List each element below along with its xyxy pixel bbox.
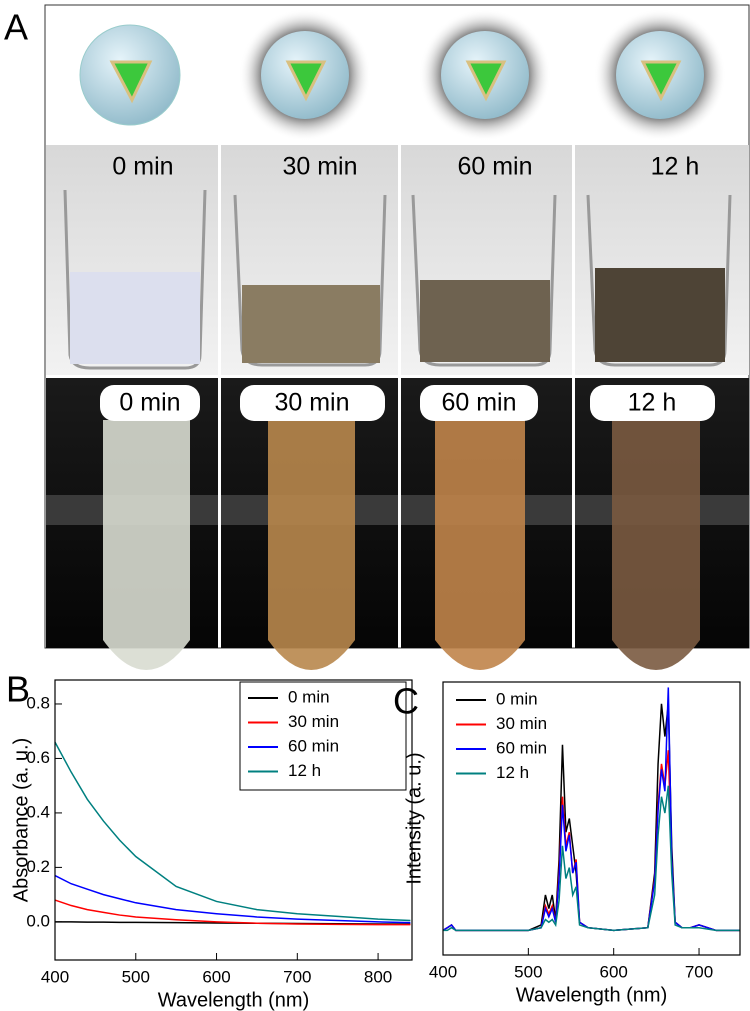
panel-label: B — [6, 669, 30, 710]
tube — [103, 420, 190, 670]
label-bg — [240, 385, 385, 421]
legend-label: 30 min — [496, 714, 547, 733]
legend-label: 0 min — [288, 687, 330, 706]
x-tick-label: 500 — [514, 962, 542, 981]
legend-label: 60 min — [496, 738, 547, 757]
sphere-row — [79, 9, 726, 141]
x-tick-label: 400 — [41, 967, 69, 986]
tube — [268, 420, 355, 670]
photo-label: 12 h — [651, 153, 700, 181]
photo-label: 0 min — [119, 389, 180, 417]
label-bg — [100, 385, 200, 421]
y-tick-label: 0.8 — [26, 693, 50, 712]
legend-label: 0 min — [496, 689, 538, 708]
photo-label: 60 min — [441, 389, 516, 417]
y-tick-label: 0.4 — [26, 802, 50, 821]
liquid — [242, 285, 380, 363]
x-axis-label: Wavelength (nm) — [516, 984, 668, 1006]
y-tick-label: 0.2 — [26, 857, 50, 876]
legend-box — [239, 681, 407, 791]
photo-label: 30 min — [274, 389, 349, 417]
x-tick-label: 400 — [429, 962, 457, 981]
series-line — [442, 687, 740, 932]
core — [465, 60, 507, 102]
core — [109, 60, 153, 104]
tube — [612, 420, 700, 670]
y-tick-label: 0.6 — [26, 748, 50, 767]
legend-label: 12 h — [288, 761, 321, 780]
beaker-row: 0 min 30 min 60 min 12 h — [46, 145, 749, 375]
x-axis-label: Wavelength (nm) — [158, 989, 310, 1011]
x-tick-label: 700 — [283, 967, 311, 986]
series-line — [54, 899, 411, 926]
liquid — [70, 272, 200, 364]
tube-row: 0 min 30 min 60 min 12 h — [46, 378, 749, 670]
photo-label: 60 min — [457, 153, 532, 181]
panel-label: C — [393, 681, 419, 722]
label-bg — [590, 385, 715, 421]
photo-label: 12 h — [628, 389, 677, 417]
label-bg — [420, 385, 538, 421]
photo-label: 30 min — [282, 153, 357, 181]
tube — [435, 420, 525, 670]
series-line — [442, 750, 740, 932]
x-tick-label: 600 — [600, 962, 628, 981]
liquid — [595, 268, 725, 362]
core — [640, 60, 682, 102]
y-axis-label: Intensity (a. u.) — [403, 752, 425, 884]
series-line — [442, 703, 740, 932]
legend-label: 30 min — [288, 712, 339, 731]
series-line — [54, 741, 411, 922]
legend-label: 60 min — [288, 736, 339, 755]
series-line — [443, 785, 740, 932]
series-line — [54, 874, 411, 924]
core — [285, 60, 327, 102]
legend-label: 12 h — [496, 763, 529, 782]
photo-label: 0 min — [112, 153, 173, 181]
panel-label: A — [4, 7, 28, 48]
liquid — [420, 280, 550, 362]
x-tick-label: 600 — [202, 967, 230, 986]
plot-frame — [442, 681, 741, 956]
x-tick-label: 700 — [685, 962, 713, 981]
x-tick-label: 500 — [122, 967, 150, 986]
y-axis-label: Absorbance (a. u.) — [10, 738, 32, 903]
y-tick-label: 0.0 — [26, 911, 50, 930]
x-tick-label: 800 — [364, 967, 392, 986]
plot-frame — [54, 679, 413, 961]
